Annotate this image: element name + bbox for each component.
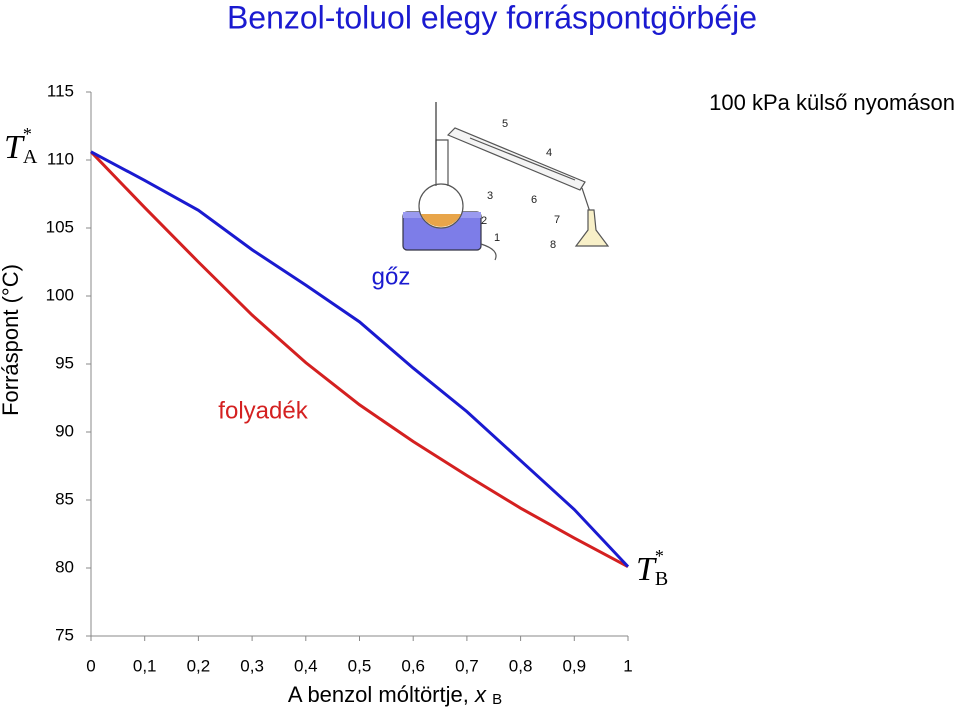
y-tick-label: 90	[55, 421, 74, 440]
chart-subtitle: 100 kPa külső nyomáson	[709, 90, 955, 115]
series-line	[89, 150, 629, 568]
y-axis-label: Forráspont (°C)	[0, 264, 23, 416]
y-tick-label: 115	[47, 81, 74, 100]
x-axis-label: A benzol móltörtje, x B	[288, 682, 502, 708]
x-tick-label: 0,7	[455, 656, 479, 675]
y-tick-label: 95	[55, 353, 74, 372]
series-label: gőz	[372, 263, 411, 290]
apparatus-label: 8	[550, 239, 556, 251]
marker-symbol: T	[4, 129, 25, 166]
x-tick-label: 0,8	[509, 656, 533, 675]
x-tick-label: 0	[86, 656, 95, 675]
marker-sup: *	[23, 124, 32, 144]
x-tick-label: 0,2	[187, 656, 211, 675]
marker-label: T* B	[636, 546, 668, 589]
apparatus-label: 7	[554, 214, 560, 226]
apparatus-labels: 12 3 4 5 6 7 8	[481, 118, 560, 251]
apparatus-label: 6	[531, 194, 537, 206]
marker-sup: *	[655, 546, 664, 566]
x-tick-label: 0,4	[294, 656, 318, 675]
x-tick-label: 0,5	[348, 656, 372, 675]
y-tick-label: 75	[55, 625, 74, 644]
marker-sub: B	[655, 568, 668, 590]
y-tick-label: 80	[55, 557, 74, 576]
x-tick-label: 0,3	[240, 656, 264, 675]
apparatus-label: 5	[502, 118, 508, 130]
y-tick-label: 85	[55, 489, 74, 508]
marker-sub: A	[23, 146, 38, 168]
x-tick-label: 0,9	[562, 656, 586, 675]
chart-title: Benzol-toluol elegy forráspontgörbéje	[227, 0, 757, 35]
x-axis-label-var: x	[474, 682, 487, 707]
y-tick-label: 105	[46, 217, 74, 236]
x-tick-label: 1	[623, 656, 632, 675]
apparatus	[402, 102, 610, 261]
apparatus-label: 4	[546, 147, 552, 159]
x-axis-label-text: A benzol móltörtje,	[288, 682, 469, 707]
y-tick-label: 100	[46, 285, 74, 304]
apparatus-label: 3	[487, 190, 493, 202]
x-tick-label: 0,1	[133, 656, 157, 675]
series-line	[90, 150, 630, 568]
marker-symbol: T	[636, 551, 657, 588]
series-label: folyadék	[218, 397, 308, 424]
x-axis-label-sub: B	[492, 691, 502, 708]
y-tick-label: 110	[47, 149, 74, 168]
apparatus-label: 1	[494, 232, 500, 244]
x-tick-label: 0,6	[401, 656, 425, 675]
apparatus-label: 2	[481, 215, 487, 227]
marker-label: T* A	[4, 124, 38, 167]
